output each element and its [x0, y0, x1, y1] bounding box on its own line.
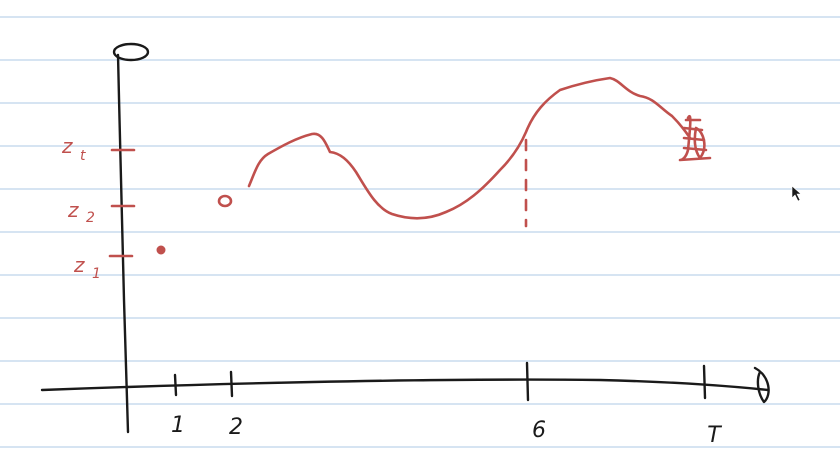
- y-tick-zt-sub: t: [80, 148, 86, 164]
- y-tick-z1-sub: 1: [92, 266, 101, 282]
- x-tick-label-2: 2: [229, 415, 243, 440]
- point-t2: [217, 194, 233, 208]
- y-axis: [116, 53, 130, 434]
- x-tick-6: [525, 361, 530, 402]
- endpoint-scribble-loop: [693, 126, 706, 160]
- y-axis-top-mark: [112, 42, 150, 62]
- trajectory-curve: [247, 76, 692, 220]
- x-tick-label-6: 6: [532, 418, 546, 443]
- x-tick-2: [229, 370, 234, 398]
- x-tick-label-1: 1: [171, 413, 185, 438]
- y-tick-z2-base: z: [67, 198, 79, 222]
- y-tick-z2-sub: 2: [86, 210, 95, 226]
- x-tick-1: [173, 373, 178, 397]
- x-axis: [40, 378, 770, 392]
- y-tick-z1-base: z: [73, 253, 85, 277]
- x-axis-arrow: [753, 366, 770, 404]
- endpoint-scribble-hatch: [682, 118, 708, 152]
- point-t1: [156, 245, 166, 255]
- y-ticks: z t z 2 z 1: [61, 134, 136, 282]
- y-tick-zt-base: z: [61, 134, 73, 158]
- mouse-cursor-icon: [791, 185, 802, 202]
- x-tick-label-T: T: [707, 423, 722, 448]
- x-tick-T: [702, 364, 707, 400]
- endpoint-scribble-stroke: [678, 114, 712, 162]
- endpoint-scribble: [678, 114, 712, 162]
- x-ticks: 1 2 6 T: [171, 361, 722, 448]
